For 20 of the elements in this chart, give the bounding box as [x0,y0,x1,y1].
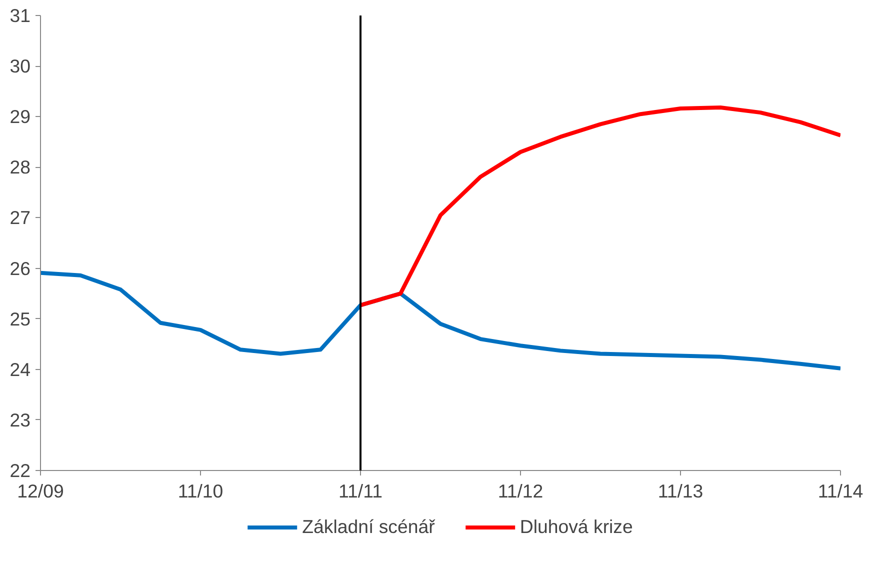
y-tick-label: 28 [10,156,31,178]
line-series [40,270,840,370]
x-tick-label: 11/14 [818,480,864,502]
x-tick-label: 11/10 [178,480,224,502]
line-series [358,106,840,308]
y-tick-label: 24 [10,358,31,380]
legend-label: Základní scénář [302,516,435,538]
x-tick-label: 11/12 [498,480,544,502]
y-tick-label: 26 [10,258,31,279]
x-tick-label: 11/13 [658,480,704,502]
y-tick-label: 31 [10,5,31,26]
y-tick-label: 27 [10,207,31,228]
x-tick-label: 12/09 [17,480,64,502]
y-tick-label: 25 [10,308,31,330]
legend-label: Dluhová krize [520,516,633,538]
y-tick-label: 22 [10,460,31,481]
x-tick-label: 11/11 [338,480,382,502]
y-tick-label: 29 [10,106,31,128]
y-tick-label: 30 [10,56,31,77]
y-tick-label: 23 [10,409,31,430]
